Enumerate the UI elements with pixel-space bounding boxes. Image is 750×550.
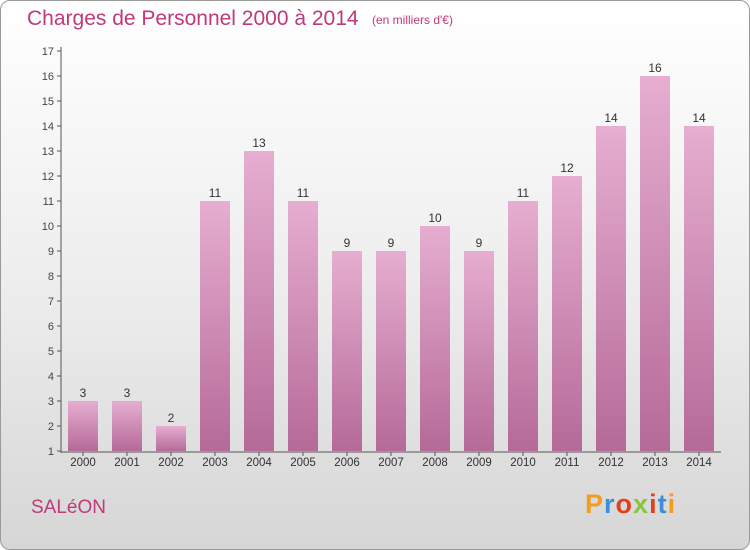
x-tick-label: 2013	[642, 457, 668, 469]
logo-letter: x	[633, 489, 650, 519]
logo-letter: o	[615, 489, 634, 519]
logo-letter: P	[585, 489, 605, 519]
y-tick-label: 9	[48, 246, 54, 258]
chart-title: Charges de Personnel 2000 à 2014	[27, 7, 359, 30]
y-tick-label: 7	[48, 296, 54, 308]
x-tick-label: 2007	[378, 457, 404, 469]
x-tick-label: 2002	[158, 457, 184, 469]
data-label: 11	[209, 186, 222, 200]
bar	[244, 151, 274, 451]
logo-letter: r	[604, 489, 616, 519]
x-tick-label: 2009	[466, 457, 492, 469]
bar	[200, 201, 230, 451]
x-tick-label: 2003	[202, 457, 228, 469]
commune-name: SALéON	[31, 497, 106, 518]
y-tick-label: 12	[42, 171, 54, 183]
y-tick-label: 13	[42, 146, 54, 158]
y-tick-label: 15	[42, 96, 54, 108]
x-tick-label: 2005	[290, 457, 316, 469]
data-label: 2	[168, 411, 175, 425]
proxiti-logo: Proxiti	[585, 489, 676, 520]
data-label: 9	[344, 236, 351, 250]
y-tick-label: 5	[48, 346, 54, 358]
y-tick-label: 2	[48, 421, 54, 433]
bar	[332, 251, 362, 451]
bar	[552, 176, 582, 451]
x-tick-label: 2012	[598, 457, 624, 469]
bar	[640, 76, 670, 451]
y-tick-label: 1	[48, 446, 54, 458]
x-tick-label: 2006	[334, 457, 360, 469]
y-tick-label: 11	[43, 196, 54, 208]
data-label: 14	[692, 111, 706, 125]
data-label: 16	[648, 61, 662, 75]
chart-subtitle: (en milliers d'€)	[372, 13, 453, 27]
x-tick-label: 2000	[70, 457, 96, 469]
data-label: 9	[476, 236, 483, 250]
bar	[420, 226, 450, 451]
data-label: 13	[252, 136, 266, 150]
data-label: 3	[80, 386, 87, 400]
x-tick-label: 2001	[114, 457, 140, 469]
bar	[376, 251, 406, 451]
bar	[464, 251, 494, 451]
y-tick-label: 3	[48, 396, 54, 408]
y-tick-label: 10	[42, 221, 54, 233]
data-label: 3	[124, 386, 131, 400]
bar	[288, 201, 318, 451]
bar	[156, 426, 186, 451]
data-label: 14	[604, 111, 618, 125]
bar	[596, 126, 626, 451]
bar	[112, 401, 142, 451]
y-tick-label: 16	[42, 71, 54, 83]
y-tick-label: 4	[48, 371, 54, 383]
y-tick-label: 17	[42, 46, 54, 58]
bar	[68, 401, 98, 451]
logo-letter: i	[667, 489, 677, 519]
y-tick-label: 6	[48, 321, 54, 333]
x-tick-label: 2010	[510, 457, 536, 469]
logo-letter: i	[649, 489, 658, 519]
data-label: 11	[297, 186, 310, 200]
data-label: 11	[517, 186, 530, 200]
x-tick-label: 2008	[422, 457, 448, 469]
data-label: 10	[428, 211, 442, 225]
bar	[508, 201, 538, 451]
y-tick-label: 14	[42, 121, 54, 133]
x-tick-label: 2004	[246, 457, 272, 469]
y-tick-label: 8	[48, 271, 54, 283]
data-label: 9	[388, 236, 395, 250]
data-label: 12	[560, 161, 574, 175]
bar	[684, 126, 714, 451]
x-tick-label: 2014	[686, 457, 712, 469]
x-tick-label: 2011	[555, 457, 580, 469]
logo-letter: t	[657, 489, 668, 519]
